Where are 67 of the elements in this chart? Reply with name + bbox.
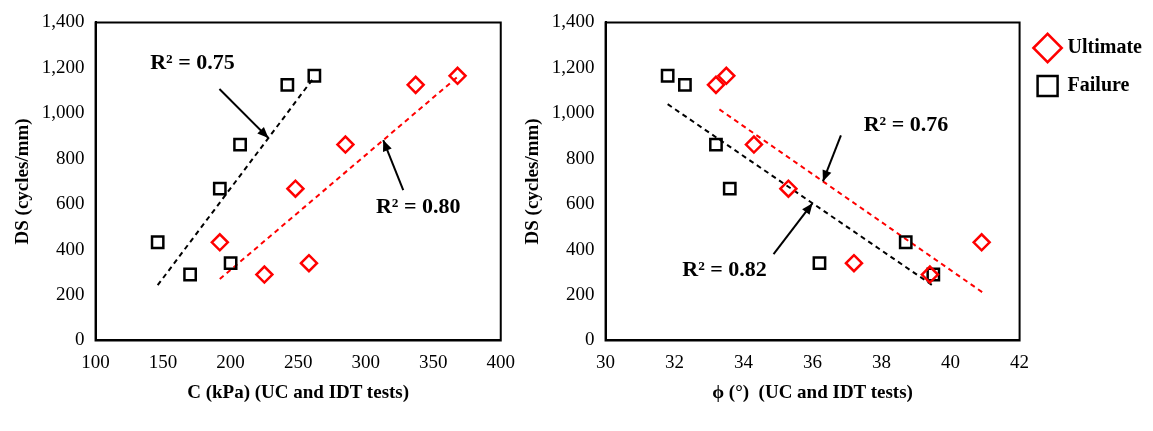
y-tick-label: 0 (585, 328, 595, 350)
x-tick-label: 200 (216, 350, 245, 372)
x-tick-label: 100 (81, 350, 110, 372)
point (660, 68, 675, 83)
x-tick-label: 40 (941, 350, 961, 372)
point (406, 75, 425, 95)
x-tick-label: 350 (418, 350, 448, 372)
point (812, 256, 827, 271)
point (844, 253, 864, 273)
point (709, 137, 723, 152)
x-tick-label: 36 (803, 350, 823, 372)
point (706, 75, 726, 95)
annotation: R² = 0.82 (682, 255, 767, 281)
y-axis-title: DS (cycles/mm) (11, 118, 34, 245)
point (183, 267, 197, 282)
x-tick-label: 30 (596, 350, 616, 372)
point (779, 179, 798, 198)
x-tick-label: 32 (665, 350, 685, 372)
point (678, 77, 692, 92)
point (299, 253, 319, 273)
x-tick-label: 250 (283, 350, 313, 372)
point (717, 66, 736, 86)
y-tick-label: 1,400 (551, 10, 595, 32)
x-tick-label: 400 (486, 350, 515, 372)
y-axis-title: DS (cycles/mm) (521, 118, 544, 245)
y-tick-label: 1,000 (41, 101, 85, 123)
y-tick-label: 800 (566, 146, 595, 168)
legend-label: Ultimate (1067, 35, 1143, 58)
y-tick-label: 1,200 (551, 55, 595, 77)
point (898, 235, 913, 250)
point (972, 233, 991, 252)
point (212, 181, 227, 196)
x-tick-label: 150 (148, 350, 178, 372)
annotation: R² = 0.76 (863, 111, 949, 137)
y-tick-label: 400 (566, 237, 595, 259)
legend-label: Failure (1067, 73, 1130, 96)
point (150, 235, 165, 250)
point (744, 135, 764, 154)
point (336, 135, 355, 154)
y-tick-label: 1,400 (41, 10, 85, 32)
point (255, 265, 274, 284)
y-tick-label: 1,200 (41, 55, 85, 77)
annotation: R² = 0.75 (150, 48, 235, 74)
y-tick-label: 0 (75, 328, 85, 350)
y-tick-label: 200 (566, 282, 595, 304)
point (307, 68, 322, 83)
x-axis-title: C (kPa) (UC and IDT tests) (187, 380, 410, 403)
x-tick-label: 300 (351, 350, 380, 372)
annotation: R² = 0.80 (375, 192, 461, 218)
y-tick-label: 600 (566, 192, 595, 214)
point (210, 233, 230, 252)
point (722, 181, 737, 196)
x-tick-label: 34 (734, 350, 754, 372)
point (920, 265, 940, 284)
y-tick-label: 200 (56, 282, 85, 304)
x-tick-label: 42 (1010, 350, 1030, 372)
y-tick-label: 600 (56, 192, 85, 214)
point (286, 179, 305, 198)
point (223, 256, 238, 271)
point (233, 137, 247, 152)
x-tick-label: 38 (872, 350, 892, 372)
point (448, 66, 467, 86)
x-axis-title: ϕ (°) (UC and IDT tests) (712, 380, 913, 403)
y-tick-label: 1,000 (551, 101, 595, 123)
point (280, 77, 295, 92)
y-tick-label: 400 (56, 237, 85, 259)
y-tick-label: 800 (56, 146, 85, 168)
